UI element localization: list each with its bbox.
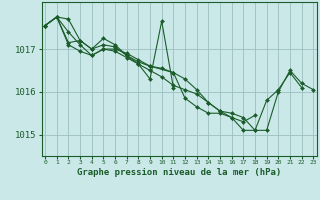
X-axis label: Graphe pression niveau de la mer (hPa): Graphe pression niveau de la mer (hPa) (77, 168, 281, 177)
